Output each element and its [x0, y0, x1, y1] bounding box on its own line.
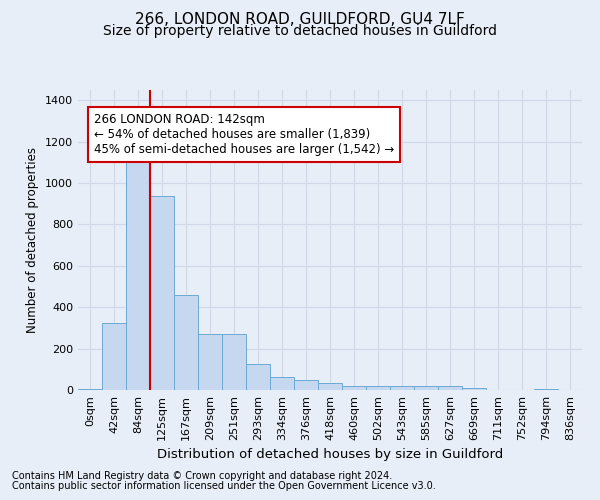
Bar — [534, 389, 558, 390]
Bar — [174, 295, 198, 390]
Bar — [366, 386, 390, 390]
Text: Size of property relative to detached houses in Guildford: Size of property relative to detached ho… — [103, 24, 497, 38]
Text: Contains HM Land Registry data © Crown copyright and database right 2024.: Contains HM Land Registry data © Crown c… — [12, 471, 392, 481]
Bar — [294, 380, 318, 390]
Bar — [150, 196, 174, 390]
Text: 266 LONDON ROAD: 142sqm
← 54% of detached houses are smaller (1,839)
45% of semi: 266 LONDON ROAD: 142sqm ← 54% of detache… — [94, 113, 394, 156]
Text: 266, LONDON ROAD, GUILDFORD, GU4 7LF: 266, LONDON ROAD, GUILDFORD, GU4 7LF — [135, 12, 465, 28]
Bar — [126, 160, 150, 390]
Bar — [198, 334, 222, 390]
Y-axis label: Number of detached properties: Number of detached properties — [26, 147, 40, 333]
Bar — [78, 389, 102, 390]
X-axis label: Distribution of detached houses by size in Guildford: Distribution of detached houses by size … — [157, 448, 503, 462]
Bar — [246, 364, 270, 390]
Bar — [462, 388, 486, 390]
Bar — [414, 386, 438, 390]
Bar — [318, 383, 342, 390]
Bar — [270, 376, 294, 390]
Bar — [390, 386, 414, 390]
Bar — [222, 334, 246, 390]
Text: Contains public sector information licensed under the Open Government Licence v3: Contains public sector information licen… — [12, 481, 436, 491]
Bar — [102, 323, 126, 390]
Bar — [438, 386, 462, 390]
Bar — [342, 386, 366, 390]
